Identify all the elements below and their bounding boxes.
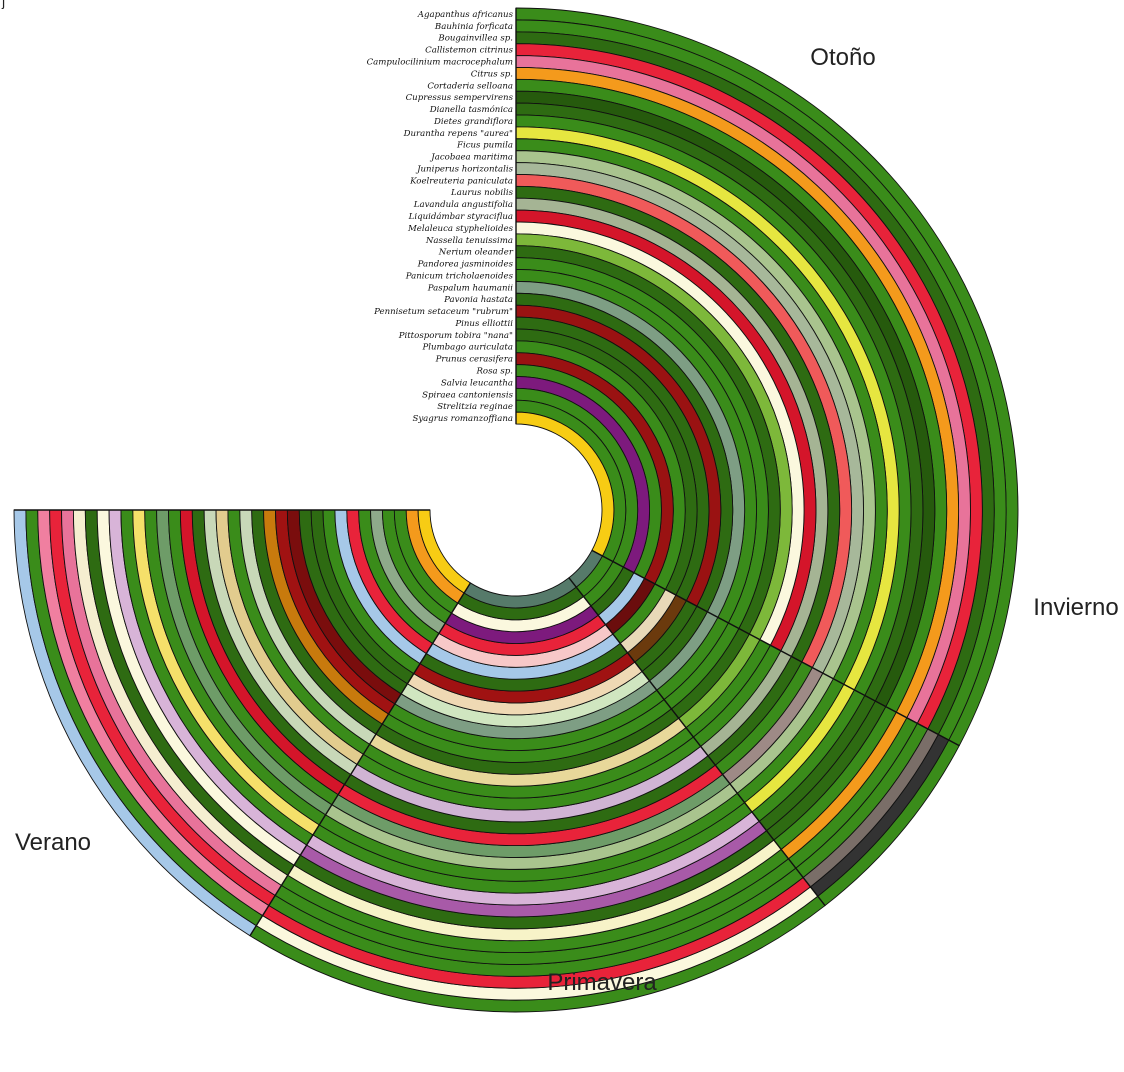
species-label: Koelreuteria paniculata bbox=[409, 176, 513, 186]
season-label-invierno: Invierno bbox=[1033, 594, 1118, 621]
species-label: Rosa sp. bbox=[475, 367, 513, 377]
season-separator bbox=[591, 549, 960, 747]
species-label: Salvia leucantha bbox=[441, 378, 513, 388]
species-label: Agapanthus africanus bbox=[417, 10, 514, 20]
species-label: Cupressus sempervirens bbox=[406, 93, 514, 103]
season-label-primavera: Primavera bbox=[547, 969, 657, 996]
species-label: Liquidámbar styraciflua bbox=[408, 211, 513, 222]
species-label: Laurus nobilis bbox=[450, 188, 514, 198]
species-label: Pinus elliottii bbox=[454, 319, 513, 329]
season-separator bbox=[249, 582, 472, 937]
species-label: Nassella tenuissima bbox=[425, 236, 513, 246]
species-label: Panicum tricholaenoides bbox=[405, 271, 514, 281]
season-separators bbox=[14, 8, 960, 937]
species-label: Dianella tasmónica bbox=[429, 104, 513, 115]
species-label: Bauhinia forficata bbox=[434, 22, 513, 32]
species-labels: Agapanthus africanus Bauhinia forficata Bo… bbox=[367, 10, 514, 424]
season-label-verano: Verano bbox=[15, 829, 91, 856]
species-label: Lavandula angustifolia bbox=[413, 200, 513, 210]
season-label-otono: Otoño bbox=[810, 44, 875, 71]
corner-text: j bbox=[1, 0, 5, 9]
species-label: Strelitzia reginae bbox=[437, 402, 513, 412]
species-label: Ficus pumila bbox=[456, 141, 513, 151]
species-label: Durantha repens "aurea" bbox=[403, 129, 513, 139]
species-label: Melaleuca styphelioides bbox=[407, 224, 514, 234]
season-separator bbox=[568, 577, 826, 907]
species-label: Pandorea jasminoides bbox=[417, 260, 514, 270]
species-label: Prunus cerasifera bbox=[435, 355, 513, 365]
species-label: Dietes grandiflora bbox=[433, 117, 513, 127]
species-label: Callistemon citrinus bbox=[425, 46, 513, 56]
species-label: Cortaderia selloana bbox=[427, 81, 513, 91]
species-label: Bougainvillea sp. bbox=[437, 34, 513, 44]
species-label: Campulocilinium macrocephalum bbox=[367, 57, 513, 67]
species-label: Plumbago auriculata bbox=[421, 343, 513, 353]
species-label: Jacobaea maritima bbox=[429, 153, 513, 163]
species-label: Citrus sp. bbox=[471, 69, 513, 79]
species-label: Juniperus horizontalis bbox=[415, 164, 514, 174]
species-label: Spiraea cantoniensis bbox=[422, 390, 513, 400]
species-label: Nerium oleander bbox=[438, 248, 514, 258]
species-label: Pennisetum setaceum "rubrum" bbox=[373, 307, 513, 317]
species-label: Paspalum haumanii bbox=[427, 283, 513, 293]
species-label: Syagrus romanzoffiana bbox=[412, 414, 513, 424]
species-label: Pittosporum tobira "nana" bbox=[398, 331, 513, 341]
species-label: Pavonia hastata bbox=[443, 295, 513, 305]
